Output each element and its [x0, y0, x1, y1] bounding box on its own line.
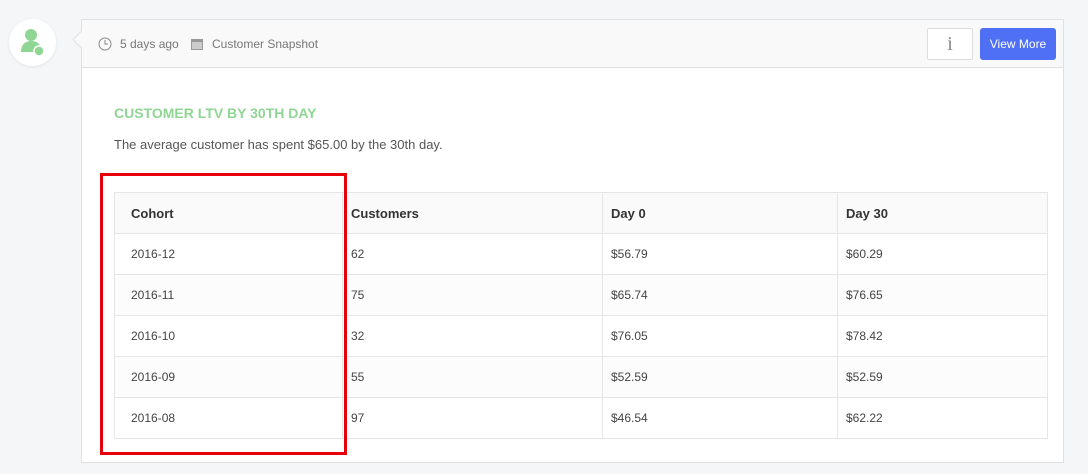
calendar-icon: [191, 39, 203, 50]
table-cell: $76.65: [837, 274, 1048, 316]
table-cell: $65.74: [602, 274, 838, 316]
card-title: CUSTOMER LTV BY 30TH DAY: [114, 105, 317, 121]
column-header: Customers: [342, 192, 603, 234]
table-cell: $60.29: [837, 233, 1048, 275]
table-header-row: Cohort Customers Day 0 Day 30: [114, 192, 1048, 234]
source-label: Customer Snapshot: [212, 37, 319, 51]
user-dollar-icon: [21, 29, 45, 57]
table-row: 2016-11 75 $65.74 $76.65: [114, 274, 1048, 316]
table-row: 2016-12 62 $56.79 $60.29: [114, 233, 1048, 275]
column-header: Day 0: [602, 192, 838, 234]
cohort-table: Cohort Customers Day 0 Day 30 2016-12 62 $…: [114, 192, 1048, 439]
table-cell: 32: [342, 315, 603, 357]
table-cell: $56.79: [602, 233, 838, 275]
table-cell: 55: [342, 356, 603, 398]
table-cell: 2016-09: [114, 356, 343, 398]
table-row: 2016-09 55 $52.59 $52.59: [114, 356, 1048, 398]
card-header: 5 days ago Customer Snapshot i View More: [82, 20, 1063, 68]
column-header: Day 30: [837, 192, 1048, 234]
customer-avatar: [9, 19, 56, 66]
table-cell: 2016-12: [114, 233, 343, 275]
time-ago: 5 days ago: [120, 37, 179, 51]
info-button[interactable]: i: [927, 28, 973, 60]
table-cell: $78.42: [837, 315, 1048, 357]
clock-icon: [98, 37, 112, 51]
table-cell: 2016-08: [114, 397, 343, 439]
table-cell: 2016-11: [114, 274, 343, 316]
table-row: 2016-08 97 $46.54 $62.22: [114, 397, 1048, 439]
highlight-box: [100, 173, 347, 455]
table-cell: 62: [342, 233, 603, 275]
table-cell: $62.22: [837, 397, 1048, 439]
table-cell: $52.59: [602, 356, 838, 398]
table-cell: 97: [342, 397, 603, 439]
table-cell: $76.05: [602, 315, 838, 357]
table-cell: 75: [342, 274, 603, 316]
view-more-button[interactable]: View More: [980, 28, 1056, 60]
table-cell: $52.59: [837, 356, 1048, 398]
card-description: The average customer has spent $65.00 by…: [114, 137, 443, 152]
ltv-card: 5 days ago Customer Snapshot i View More…: [72, 19, 1064, 463]
table-cell: $46.54: [602, 397, 838, 439]
